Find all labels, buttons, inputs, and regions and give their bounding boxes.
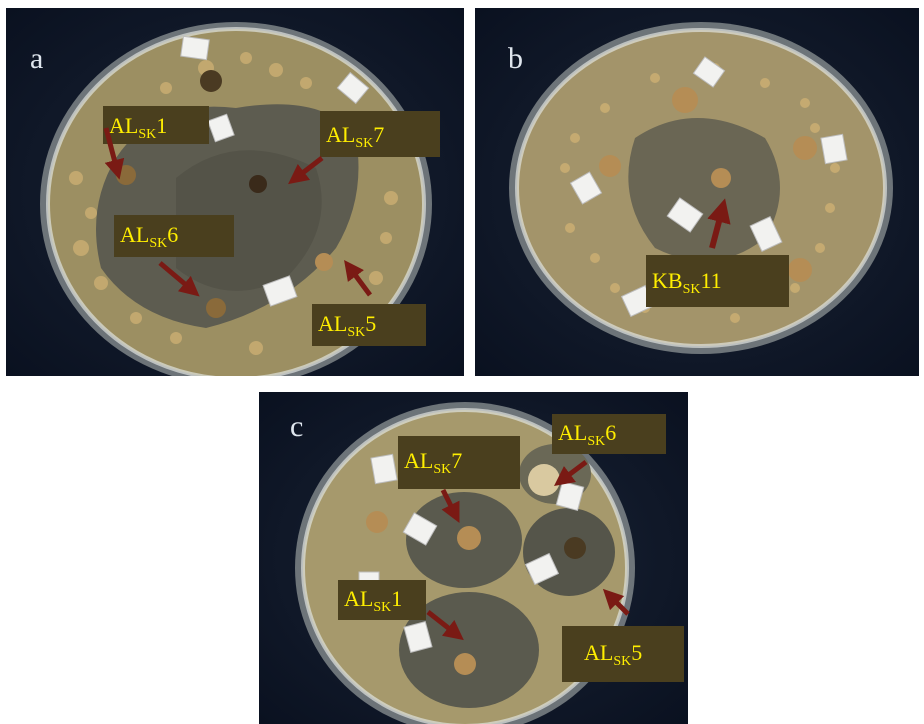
label-num: 7 [373, 122, 385, 147]
label-c-alsk6: ALSK6 [552, 414, 666, 454]
panel-b-letter: b [508, 42, 523, 75]
label-main: AL [109, 113, 139, 138]
label-sub: SK [613, 654, 632, 669]
label-num: 6 [605, 420, 617, 445]
label-main: AL [558, 420, 588, 445]
label-main: AL [318, 311, 348, 336]
label-num: 5 [631, 640, 643, 665]
label-c-alsk7: ALSK7 [398, 436, 520, 489]
label-b-kbsk11: KBSK11 [646, 255, 789, 307]
label-num: 1 [156, 113, 168, 138]
label-num: 6 [167, 222, 179, 247]
label-main: KB [652, 268, 683, 293]
label-num: 11 [700, 268, 722, 293]
petri-dish-b [475, 8, 919, 376]
label-a-alsk7: ALSK7 [320, 111, 440, 157]
label-num: 7 [451, 448, 463, 473]
panel-a-letter: a [30, 42, 44, 75]
label-sub: SK [355, 136, 374, 151]
panel-b-photo [475, 8, 919, 376]
label-num: 5 [365, 311, 377, 336]
label-sub: SK [587, 434, 606, 449]
label-main: AL [584, 640, 614, 665]
label-sub: SK [682, 282, 701, 297]
label-main: AL [326, 122, 356, 147]
label-a-alsk1: ALSK1 [103, 106, 209, 144]
label-sub: SK [347, 325, 366, 340]
panel-c-letter: c [290, 410, 304, 443]
label-sub: SK [138, 127, 157, 142]
label-a-alsk5: ALSK5 [312, 304, 426, 346]
label-a-alsk6: ALSK6 [114, 215, 234, 257]
label-c-alsk1: ALSK1 [338, 580, 426, 620]
label-sub: SK [149, 236, 168, 251]
label-sub: SK [433, 462, 452, 477]
label-sub: SK [373, 600, 392, 615]
petri-dish-c [259, 392, 688, 724]
label-main: AL [404, 448, 434, 473]
label-num: 1 [391, 586, 403, 611]
label-c-alsk5: ALSK5 [562, 626, 684, 682]
panel-c-photo [259, 392, 688, 724]
label-main: AL [120, 222, 150, 247]
label-main: AL [344, 586, 374, 611]
